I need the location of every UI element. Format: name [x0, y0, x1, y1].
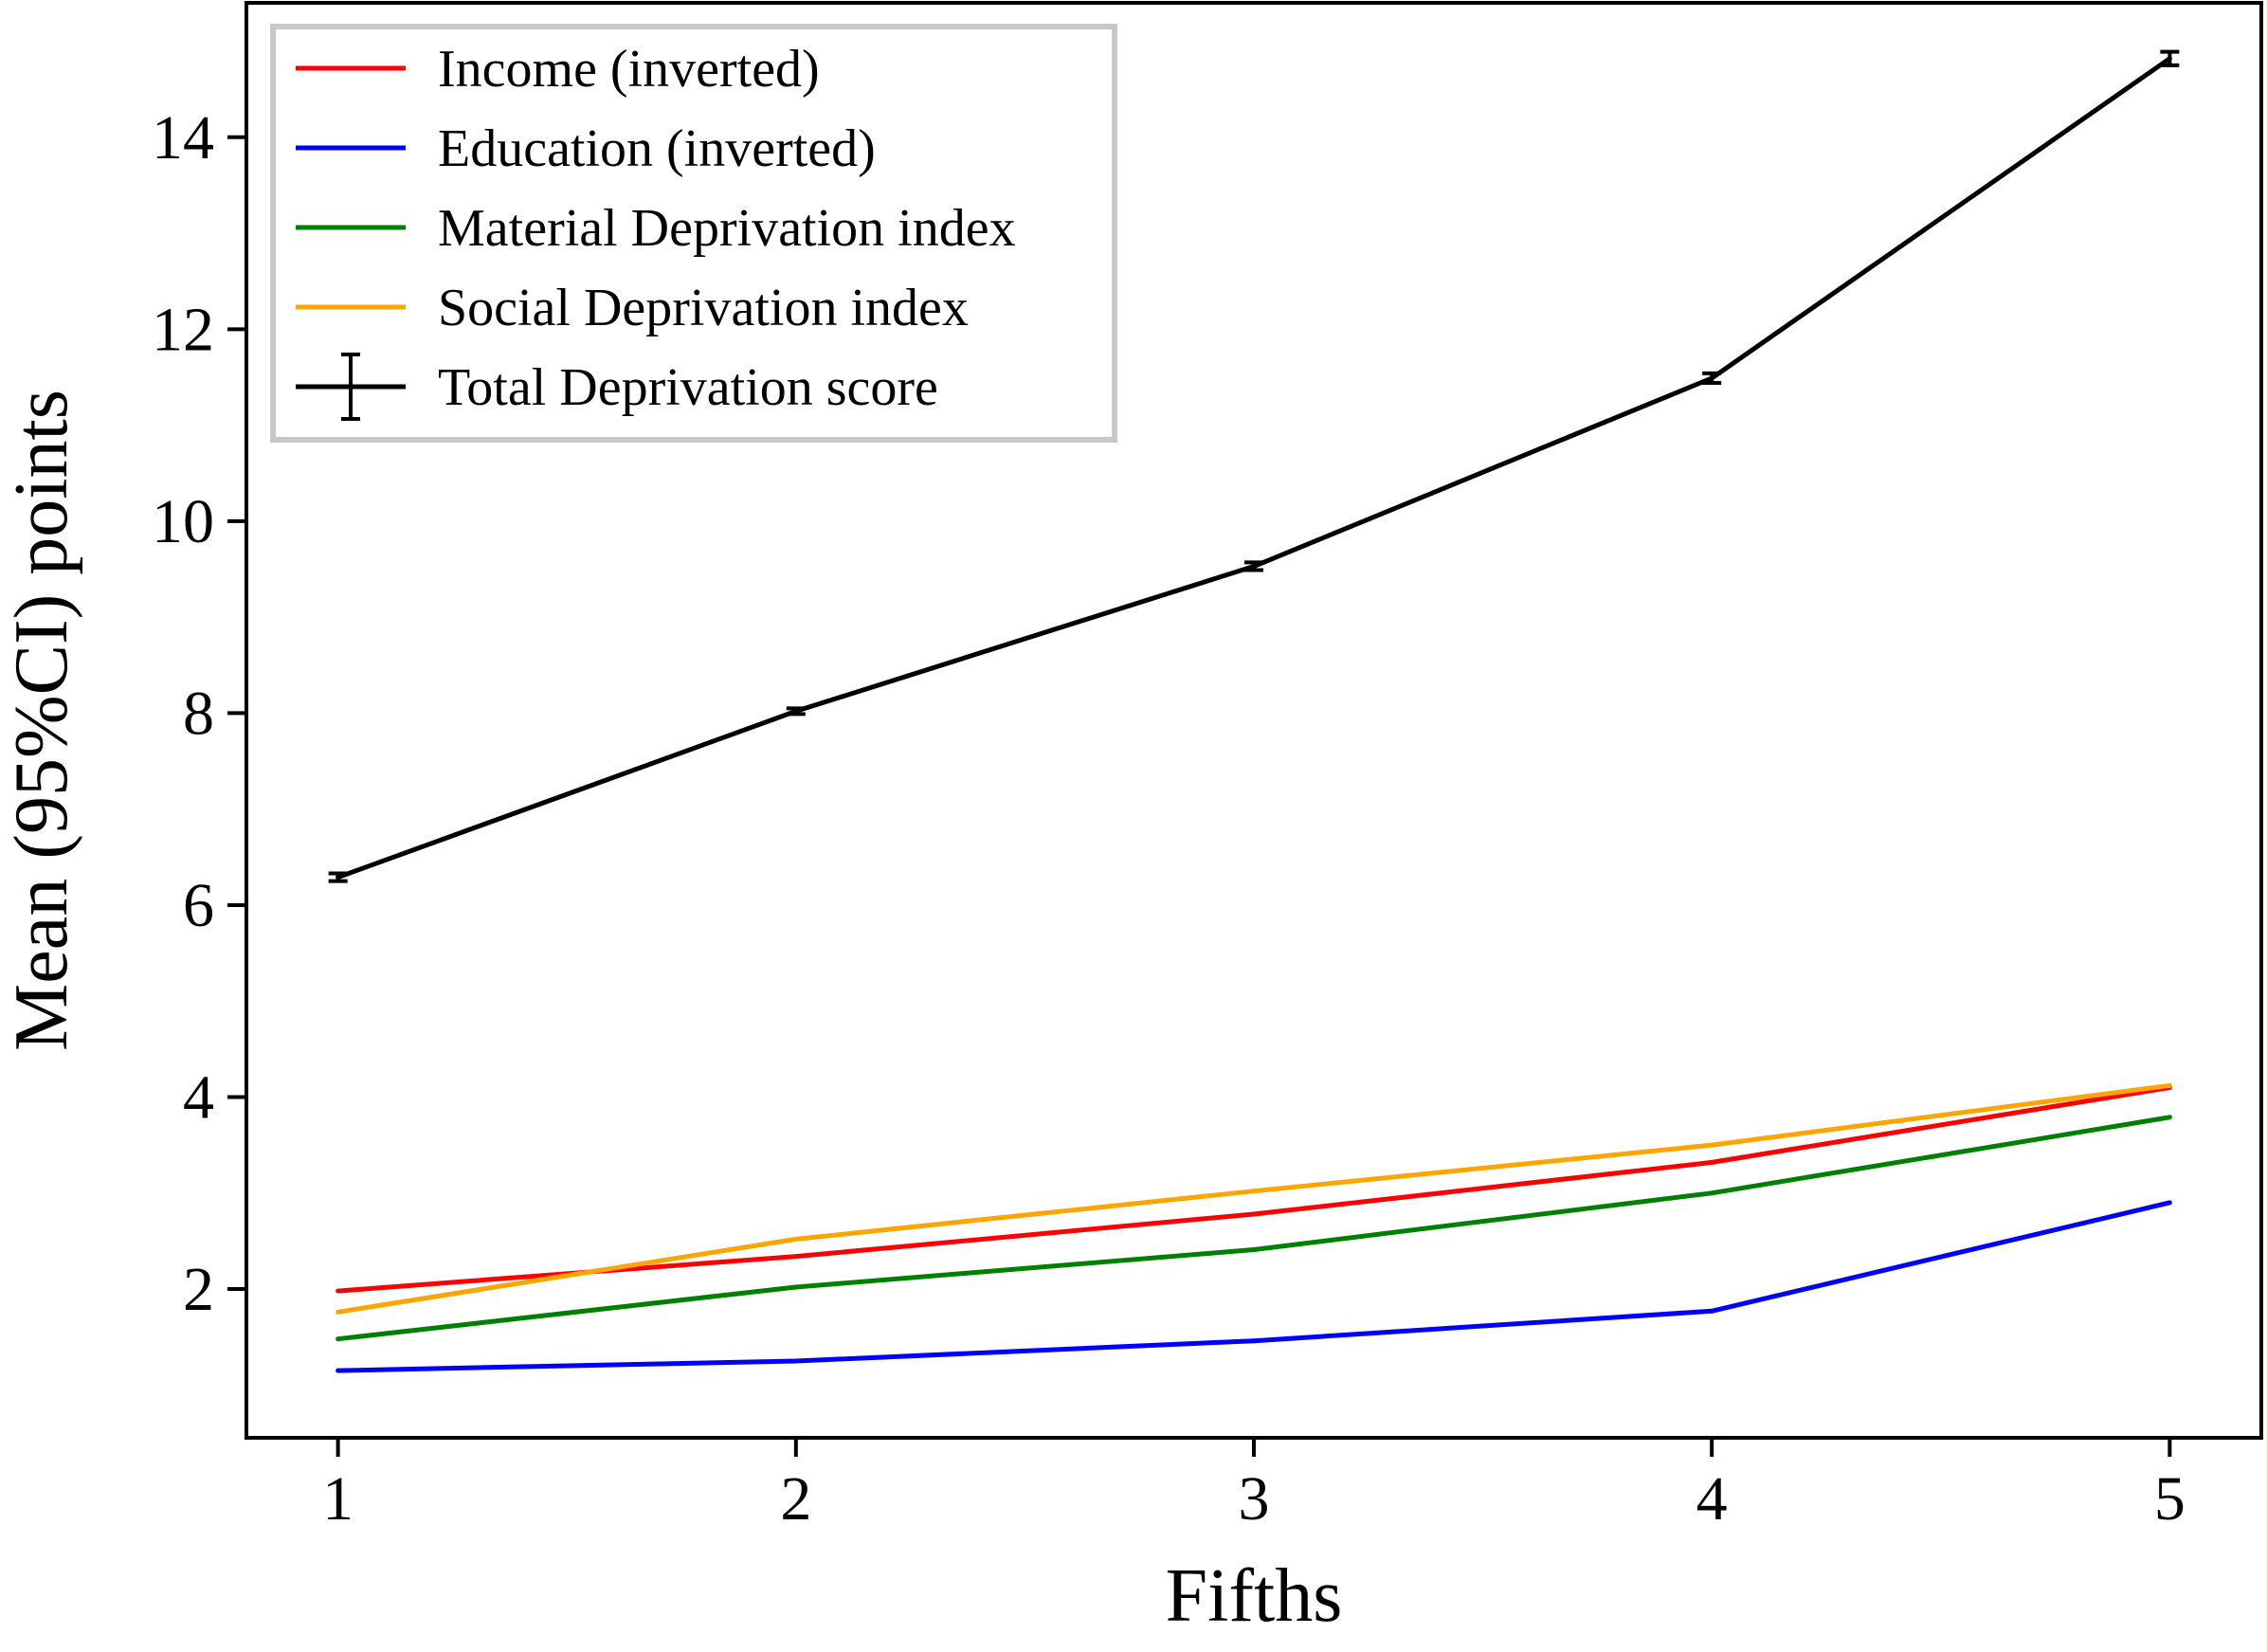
legend-entries: Income (inverted) Education (inverted) Mat…: [296, 40, 1016, 421]
data-point: [793, 1254, 799, 1260]
data-point: [2167, 1082, 2172, 1088]
y-tick-label: 14: [152, 103, 214, 172]
y-tick-label: 8: [183, 679, 214, 748]
series-layer: [328, 49, 2180, 1373]
data-point: [1709, 1159, 1714, 1165]
data-point: [1251, 1247, 1257, 1253]
y-tick-label: 6: [183, 871, 214, 940]
data-point: [793, 1358, 799, 1364]
data-point: [2167, 1200, 2172, 1206]
y-tick-label: 2: [183, 1255, 214, 1324]
legend: Income (inverted) Education (inverted) Mat…: [270, 24, 1117, 443]
data-point: [793, 1236, 799, 1242]
data-point: [1251, 1189, 1257, 1194]
y-tick-label: 10: [152, 487, 214, 556]
legend-label: Material Deprivation index: [438, 199, 1016, 258]
data-point: [336, 1309, 341, 1315]
legend-box: [270, 24, 1117, 443]
y-tick-label: 4: [183, 1062, 214, 1132]
x-tick-label: 1: [322, 1464, 354, 1534]
x-tick-label: 4: [1696, 1464, 1728, 1534]
y-tick-label: 12: [152, 295, 214, 364]
series-line: [337, 1115, 2170, 1342]
legend-label: Social Deprivation index: [438, 279, 969, 337]
series-line: [337, 1082, 2170, 1315]
data-point: [1709, 1308, 1714, 1314]
data-point: [336, 1368, 341, 1373]
x-tick-label: 5: [2154, 1464, 2185, 1534]
data-point: [1709, 1190, 1714, 1196]
x-tick-label: 2: [780, 1464, 811, 1534]
x-tick-label: 3: [1239, 1464, 1270, 1534]
y-axis-ticks: 2 4 6 8 10 12 14: [152, 103, 246, 1324]
data-point: [336, 1336, 341, 1342]
data-point: [1251, 1211, 1257, 1217]
legend-label: Income (inverted): [438, 40, 820, 99]
data-point: [1251, 1338, 1257, 1344]
data-point: [1709, 1142, 1714, 1148]
series-line: [337, 1200, 2170, 1373]
data-point: [336, 1288, 341, 1294]
x-axis-title: Fifths: [1166, 1554, 1343, 1638]
data-point: [793, 1284, 799, 1290]
x-axis-ticks: 1 2 3 4 5: [322, 1438, 2185, 1534]
data-point: [2167, 1115, 2172, 1120]
legend-label: Education (inverted): [438, 119, 876, 178]
legend-label: Total Deprivation score: [438, 358, 938, 417]
y-axis-title: Mean (95%CI) points: [0, 390, 83, 1051]
